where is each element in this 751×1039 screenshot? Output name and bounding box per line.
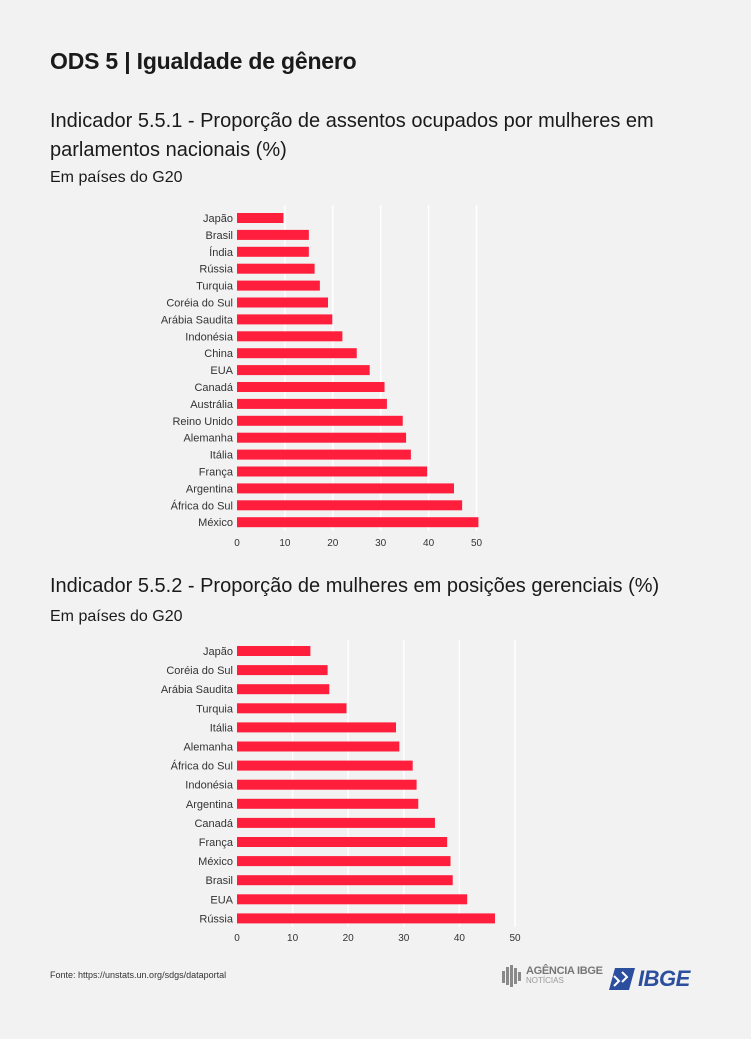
x-tick-label: 40 bbox=[423, 538, 435, 549]
bar bbox=[237, 263, 315, 274]
ibge-logo-text: IBGE bbox=[638, 966, 690, 991]
bar bbox=[237, 415, 403, 426]
source-note: Fonte: https://unstats.un.org/sdgs/datap… bbox=[50, 970, 227, 980]
bar bbox=[237, 365, 370, 376]
category-label: México bbox=[198, 517, 233, 529]
chart-1-title: Indicador 5.5.1 - Proporção de assentos … bbox=[50, 110, 654, 161]
category-label: Alemanha bbox=[183, 742, 233, 754]
ibge-logo: IBGE bbox=[609, 966, 690, 992]
category-label: Austrália bbox=[190, 399, 234, 411]
category-label: Turquia bbox=[196, 281, 234, 293]
bar bbox=[237, 703, 347, 714]
bar bbox=[237, 684, 330, 695]
bar bbox=[237, 500, 463, 511]
x-tick-label: 20 bbox=[327, 538, 339, 549]
category-label: Arábia Saudita bbox=[161, 314, 234, 326]
bar bbox=[237, 280, 320, 291]
category-label: Coréia do Sul bbox=[166, 298, 233, 310]
x-tick-label: 30 bbox=[375, 538, 387, 549]
category-label: França bbox=[199, 467, 234, 479]
category-label: Turquia bbox=[196, 703, 234, 715]
bar bbox=[237, 348, 357, 359]
bar bbox=[237, 856, 451, 867]
bar bbox=[237, 913, 495, 924]
category-label: França bbox=[199, 837, 234, 849]
bar bbox=[237, 229, 309, 240]
chart-2-subtitle: Em países do G20 bbox=[50, 608, 183, 625]
ibge-logo-icon bbox=[609, 968, 635, 990]
agencia-logo-line2: NOTÍCIAS bbox=[526, 976, 564, 985]
page-title: ODS 5 | Igualdade de gênero bbox=[50, 48, 357, 74]
agencia-logo-icon bbox=[502, 965, 521, 987]
category-label: Alemanha bbox=[183, 433, 233, 445]
bar bbox=[237, 665, 328, 676]
category-label: Japão bbox=[203, 646, 233, 658]
bar bbox=[237, 382, 385, 392]
x-tick-label: 0 bbox=[234, 538, 240, 549]
category-label: Brasil bbox=[205, 875, 233, 887]
bar bbox=[237, 246, 309, 257]
x-tick-label: 50 bbox=[509, 933, 521, 944]
chart-2-managerial-positions: Japão Coréia do Sul Arábia Saudita Turquia I… bbox=[161, 640, 521, 944]
x-tick-label: 10 bbox=[279, 538, 291, 549]
category-label: Itália bbox=[210, 450, 234, 462]
bar bbox=[237, 398, 387, 409]
x-tick-label: 30 bbox=[398, 933, 410, 944]
category-label: Coréia do Sul bbox=[166, 665, 233, 677]
category-label: Rússia bbox=[199, 264, 234, 276]
chart-1-subtitle: Em países do G20 bbox=[50, 169, 183, 186]
x-tick-label: 40 bbox=[454, 933, 466, 944]
x-tick-label: 0 bbox=[234, 933, 240, 944]
x-tick-label: 20 bbox=[343, 933, 355, 944]
category-label: Japão bbox=[203, 213, 233, 225]
category-label: Canadá bbox=[194, 382, 233, 394]
bar bbox=[237, 483, 454, 494]
bar bbox=[237, 837, 448, 847]
category-label: Rússia bbox=[199, 913, 234, 925]
bar bbox=[237, 722, 397, 733]
bar bbox=[237, 760, 413, 771]
agencia-logo-line1: AGÊNCIA IBGE bbox=[526, 965, 603, 977]
bar bbox=[237, 297, 329, 308]
bar bbox=[237, 646, 311, 656]
category-label: China bbox=[204, 348, 234, 360]
category-label: Brasil bbox=[205, 230, 233, 242]
bar bbox=[237, 213, 284, 223]
bar bbox=[237, 779, 417, 790]
bar bbox=[237, 798, 419, 809]
category-label: Canadá bbox=[194, 818, 233, 830]
bar bbox=[237, 817, 435, 828]
category-label: Indonésia bbox=[185, 780, 234, 792]
x-tick-label: 50 bbox=[471, 538, 483, 549]
chart-2-title: Indicador 5.5.2 - Proporção de mulheres … bbox=[50, 575, 660, 597]
bar bbox=[237, 449, 411, 460]
category-label: Indonésia bbox=[185, 331, 234, 343]
bar bbox=[237, 314, 333, 325]
category-label: Argentina bbox=[186, 799, 234, 811]
category-label: Argentina bbox=[186, 483, 234, 495]
category-label: África do Sul bbox=[171, 760, 233, 773]
chart-1-parliament-seats: Japão Brasil Índia Rússia Turquia Coréia do S… bbox=[161, 205, 483, 549]
category-label: África do Sul bbox=[171, 499, 233, 512]
category-label: Itália bbox=[210, 722, 234, 734]
category-label: Reino Unido bbox=[172, 416, 233, 428]
bar bbox=[237, 432, 407, 443]
category-label: México bbox=[198, 856, 233, 868]
bar bbox=[237, 741, 400, 752]
bar bbox=[237, 875, 453, 886]
category-label: EUA bbox=[210, 365, 233, 377]
bar bbox=[237, 517, 479, 528]
agencia-ibge-logo: AGÊNCIA IBGE NOTÍCIAS bbox=[502, 965, 603, 987]
x-tick-label: 10 bbox=[287, 933, 299, 944]
bar bbox=[237, 331, 343, 342]
bar bbox=[237, 466, 428, 477]
category-label: Arábia Saudita bbox=[161, 684, 234, 696]
bar bbox=[237, 894, 468, 905]
category-label: EUA bbox=[210, 894, 233, 906]
category-label: Índia bbox=[209, 246, 234, 259]
